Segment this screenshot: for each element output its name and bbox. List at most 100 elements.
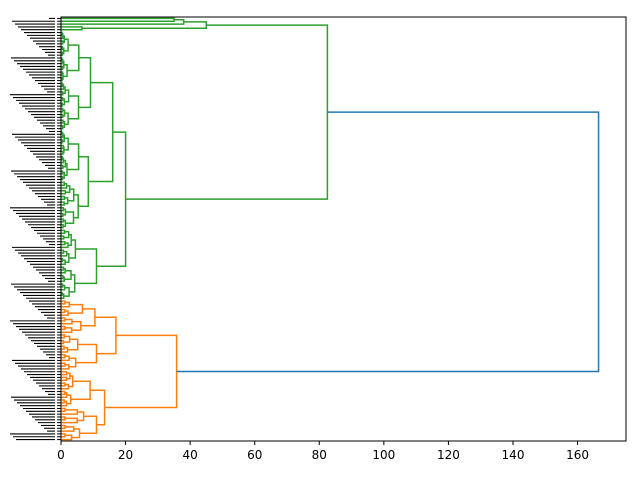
x-tick-label: 80 [312, 448, 327, 462]
green-cluster-link [61, 283, 64, 288]
orange-cluster-link [61, 434, 73, 441]
green-cluster-link [88, 81, 114, 183]
green-cluster-link [61, 229, 66, 234]
green-cluster-link [61, 77, 63, 82]
orange-cluster-link [68, 357, 77, 368]
green-cluster-link [61, 119, 64, 124]
green-cluster-link [61, 250, 68, 257]
green-cluster-link [61, 96, 64, 102]
green-cluster-link [62, 159, 67, 168]
orange-cluster-link [61, 327, 73, 333]
orange-cluster-link [90, 389, 106, 426]
green-cluster-link [61, 284, 66, 291]
orange-cluster-link [61, 317, 66, 322]
orange-cluster-link [61, 400, 68, 407]
orange-cluster-link [67, 338, 79, 351]
orange-cluster-link [61, 339, 65, 345]
green-cluster-link [61, 17, 175, 22]
green-cluster-link [61, 51, 63, 56]
orange-cluster-link [61, 370, 68, 376]
green-cluster-link [61, 125, 64, 130]
green-cluster-link [61, 242, 69, 249]
x-tick-label: 100 [372, 448, 395, 462]
green-cluster-link [74, 248, 98, 285]
orange-cluster-link [66, 372, 71, 380]
green-cluster-link [65, 211, 75, 225]
orange-cluster-link [61, 424, 66, 430]
orange-cluster-link [61, 417, 78, 424]
green-cluster-link [64, 112, 69, 126]
orange-cluster-link [61, 318, 73, 325]
orange-cluster-link [77, 411, 85, 422]
orange-cluster-link [61, 346, 69, 353]
orange-cluster-link [94, 316, 117, 355]
green-cluster-link [61, 19, 185, 25]
green-cluster-link [61, 257, 64, 263]
orange-cluster-link [61, 325, 66, 331]
green-cluster-link [62, 86, 66, 95]
green-cluster-link [61, 40, 64, 45]
green-cluster-link [61, 113, 64, 119]
green-cluster-link [65, 185, 71, 194]
orange-cluster-link [61, 355, 70, 362]
green-cluster-link [61, 249, 65, 254]
green-cluster-link [78, 155, 90, 208]
leaf-labels [10, 17, 61, 441]
green-cluster-link [63, 219, 67, 227]
green-cluster-link [64, 269, 72, 280]
green-cluster-link [67, 188, 75, 202]
green-cluster-link [96, 131, 127, 267]
green-cluster-link [63, 63, 68, 78]
green-cluster-link [61, 91, 64, 96]
orange-cluster-link [61, 416, 66, 421]
green-cluster-link [64, 89, 70, 103]
green-cluster-link [61, 235, 65, 240]
green-cluster-link [63, 38, 69, 52]
green-cluster-link [61, 170, 64, 175]
green-cluster-link [61, 71, 64, 76]
green-cluster-link [125, 24, 329, 200]
orange-cluster-link [61, 409, 79, 415]
green-cluster-link [61, 218, 65, 223]
green-cluster-link [61, 175, 64, 181]
x-axis: 0 20 40 60 80 100 120 140 160 [57, 441, 589, 462]
green-cluster-link [61, 259, 66, 266]
green-cluster-link [61, 65, 64, 71]
green-cluster-link [61, 207, 65, 212]
green-cluster-link [63, 231, 70, 239]
orange-cluster-link [68, 303, 84, 314]
x-tick-label: 120 [437, 448, 460, 462]
green-cluster-link [63, 137, 69, 151]
green-cluster-link [78, 57, 92, 109]
green-cluster-link [61, 102, 63, 107]
green-cluster-link [61, 139, 64, 144]
orange-cluster-link [61, 392, 68, 398]
orange-cluster-link [61, 399, 65, 404]
green-cluster-link [62, 98, 66, 106]
green-cluster-link [61, 183, 68, 189]
orange-cluster-link [71, 320, 82, 331]
green-cluster-link [61, 201, 65, 206]
orange-cluster-link [61, 308, 66, 314]
root-link [176, 111, 600, 373]
green-cluster-link [64, 197, 69, 205]
green-cluster-link [61, 240, 66, 246]
orange-cluster-link [75, 343, 98, 364]
dendrogram-links [60, 17, 600, 441]
green-cluster-link [61, 150, 64, 155]
green-cluster-link [62, 171, 65, 179]
orange-cluster-link [70, 380, 91, 401]
green-cluster-link [61, 108, 64, 113]
x-tick-label: 140 [502, 448, 525, 462]
x-tick-label: 160 [566, 448, 589, 462]
orange-cluster-link [61, 354, 66, 359]
green-cluster-link [61, 291, 63, 297]
orange-cluster-link [61, 426, 75, 432]
green-cluster-link [61, 190, 67, 195]
green-cluster-link [73, 194, 79, 219]
green-cluster-link [61, 156, 64, 161]
x-tick-label: 20 [118, 448, 133, 462]
x-tick-label: 60 [247, 448, 262, 462]
green-cluster-link [61, 82, 64, 88]
